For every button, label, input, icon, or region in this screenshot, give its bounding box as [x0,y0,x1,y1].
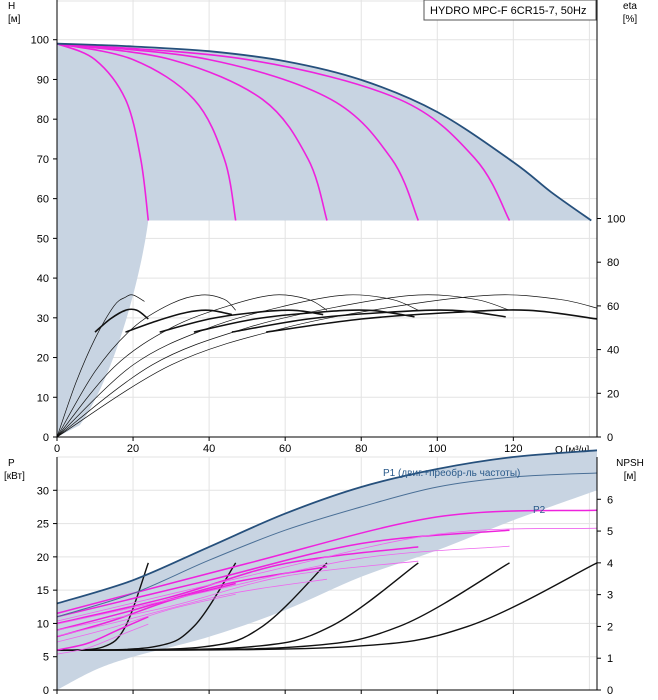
power-curve-p2-5-pumps [56,545,510,625]
y-tick-label-left: 30 [37,313,49,325]
p-tick-label: 25 [37,519,49,531]
npsh-axis-name: NPSH [616,458,644,469]
power-npsh-chart: 0 5 10 15 20 25 30 0 1 2 3 4 5 6 P [кВт] NPSH [м] P1 … [4,449,644,697]
p-axis-name: P [8,458,15,469]
x-tick-label: 120 [504,443,522,455]
x-tick-label: 20 [127,443,139,455]
head-curve-chart: 0 10 20 30 40 50 60 70 80 90 100 0 20 40 60 80 100 0 20 40 6… [8,0,637,456]
npsh-curve-6-pumps [56,562,598,651]
p2-envelope-curve [56,472,598,618]
chart-title: HYDRO MPC-F 6CR15-7, 50Hz [430,5,586,17]
p-tick-label: 20 [37,552,49,564]
operating-area-fill [57,43,592,437]
y-tick-label-left: 20 [37,353,49,365]
efficiency-curve-eta-max-5-pumps [56,294,510,438]
npsh-tick-label: 2 [607,621,613,633]
y-tick-label-left: 100 [31,35,49,47]
efficiency-curve-eta-max-6-pumps [56,294,598,438]
head-curve-5-pumps [56,42,511,221]
y-tick-label-right: 80 [607,257,619,269]
npsh-tick-label: 5 [607,526,613,538]
head-curve-2-pumps [56,42,237,221]
y-axis-right-unit: [%] [623,14,638,25]
efficiency-curves [56,294,598,438]
y-tick-label-left: 0 [43,432,49,444]
y-tick-label-right: 20 [607,388,619,400]
npsh-tick-label: 3 [607,590,613,602]
chart-title-box [423,0,597,21]
power-curve-5-pumps [56,529,510,618]
y-axis-right-name: eta [623,1,637,12]
power-chart-tick-labels: 0 5 10 15 20 25 30 0 1 2 3 4 5 6 [37,485,613,697]
head-curve-3-pumps [56,42,328,221]
head-envelope-curve [56,42,592,222]
x-tick-label: 80 [355,443,367,455]
p1-annotation: P1 (двиг.+преобр-ль частоты) [383,467,520,479]
head-curve-4-pumps [56,42,420,221]
power-curve-p2-6-pumps [56,527,598,622]
efficiency-curve-eta-6-pumps [266,309,598,333]
efficiency-curve-eta-max-1-pump [56,294,145,438]
head-curve-1-pumps [56,42,150,221]
y-tick-label-right: 100 [607,214,625,226]
x-axis-label: Q [м³/ч] [555,445,590,456]
operating-area-mask [148,221,598,437]
p-tick-label: 15 [37,585,49,597]
npsh-tick-label: 4 [607,558,613,570]
power-curve-p2-3-pumps [56,578,328,637]
y-tick-label-right: 60 [607,301,619,313]
efficiency-curve-eta-1-pump [94,308,149,333]
p1-envelope-curve [56,449,598,605]
p-tick-label: 0 [43,685,49,697]
power-curve-p2-4-pumps [56,560,419,631]
head-chart-tick-labels: 0 10 20 30 40 50 60 70 80 90 100 0 20 40 60 80 100 0 20 40 6… [31,35,626,455]
x-tick-label: 100 [428,443,446,455]
p2-annotation: P2 [533,505,546,516]
power-curve-p2-2-pumps [56,593,236,643]
y-tick-label-right: 40 [607,345,619,357]
efficiency-curve-eta-2-pumps [125,309,233,333]
head-operating-area [57,43,598,438]
y-tick-label-right: 0 [607,432,613,444]
efficiency-curve-eta-max-4-pumps [56,294,419,438]
p-tick-label: 5 [43,652,49,664]
p-tick-label: 10 [37,618,49,630]
power-chart-axes [56,457,598,691]
npsh-axis-unit: [м] [624,471,637,482]
y-tick-label-left: 50 [37,233,49,245]
y-axis-left-unit: [м] [8,14,21,25]
npsh-tick-label: 0 [607,685,613,697]
y-tick-label-left: 10 [37,392,49,404]
efficiency-curve-eta-3-pumps [159,309,324,333]
power-curves [56,449,598,655]
y-tick-label-left: 70 [37,154,49,166]
x-tick-label: 0 [54,443,60,455]
p-axis-unit: [кВт] [4,471,25,482]
efficiency-curve-eta-max-3-pumps [56,294,328,438]
head-curves [56,42,592,222]
power-curve-4-pumps [56,546,419,625]
p-tick-label: 30 [37,485,49,497]
efficiency-curve-eta-max-2-pumps [56,294,236,438]
power-curve-1-pumps [56,616,149,651]
y-tick-label-left: 60 [37,194,49,206]
y-axis-left-name: H [8,1,15,12]
power-curve-2-pumps [56,582,236,638]
x-tick-label: 40 [203,443,215,455]
y-tick-label-left: 80 [37,114,49,126]
y-tick-label-left: 40 [37,273,49,285]
x-tick-label: 60 [279,443,291,455]
npsh-tick-label: 6 [607,494,613,506]
y-tick-label-left: 90 [37,74,49,86]
power-curve-p2-1-pumps [56,623,149,655]
npsh-tick-label: 1 [607,653,613,665]
